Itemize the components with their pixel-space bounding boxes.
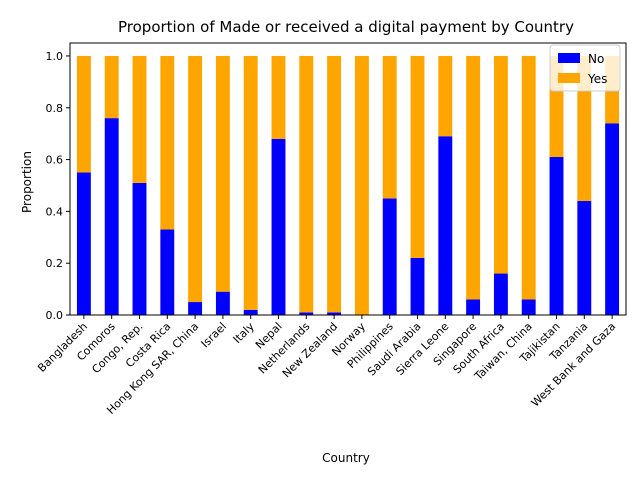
legend-swatch-yes <box>558 73 580 83</box>
bar-yes-13 <box>438 55 453 137</box>
bar-yes-5 <box>215 55 230 292</box>
bar-no-7 <box>271 138 286 315</box>
plot-frame <box>69 42 627 316</box>
legend: No Yes <box>549 44 621 92</box>
bars-group <box>76 55 620 315</box>
bar-no-3 <box>160 229 175 315</box>
bar-yes-2 <box>132 55 147 183</box>
y-tick-label: 0.0 <box>46 309 64 322</box>
y-axis: 0.0 0.2 0.4 0.6 0.8 1.0 <box>46 50 70 322</box>
bar-no-4 <box>188 302 203 315</box>
bar-yes-10 <box>354 55 369 315</box>
y-tick-label: 0.2 <box>46 257 64 270</box>
y-axis-label: Proportion <box>20 151 34 213</box>
bar-yes-0 <box>76 55 91 173</box>
bar-yes-3 <box>160 55 175 230</box>
y-tick-label: 1.0 <box>46 50 64 63</box>
bar-no-19 <box>605 123 620 315</box>
x-tick-label: Israel <box>199 320 229 350</box>
bar-no-18 <box>577 201 592 315</box>
legend-label-yes: Yes <box>587 72 607 86</box>
bar-yes-6 <box>243 55 258 310</box>
x-axis-label: Country <box>322 451 370 465</box>
bar-no-11 <box>382 198 397 315</box>
bar-yes-4 <box>188 55 203 303</box>
bar-yes-15 <box>493 55 508 274</box>
bar-yes-8 <box>299 55 314 313</box>
bar-no-12 <box>410 258 425 315</box>
y-tick-label: 0.8 <box>46 102 64 115</box>
bar-no-14 <box>466 299 481 315</box>
bar-yes-18 <box>577 55 592 202</box>
legend-label-no: No <box>588 52 604 66</box>
legend-box <box>549 44 621 92</box>
bar-yes-9 <box>327 55 342 313</box>
bar-yes-7 <box>271 55 286 139</box>
bar-no-5 <box>215 291 230 315</box>
bar-no-9 <box>327 312 342 315</box>
bar-yes-14 <box>466 55 481 300</box>
bar-no-17 <box>549 156 564 315</box>
bar-no-8 <box>299 312 314 315</box>
y-tick-label: 0.6 <box>46 154 64 167</box>
bar-no-1 <box>104 118 119 315</box>
bar-no-13 <box>438 136 453 315</box>
bar-yes-16 <box>521 55 536 300</box>
bar-yes-1 <box>104 55 119 119</box>
bar-yes-11 <box>382 55 397 199</box>
bar-yes-12 <box>410 55 425 259</box>
bar-no-15 <box>493 273 508 315</box>
chart-title: Proportion of Made or received a digital… <box>118 18 574 36</box>
legend-swatch-no <box>558 53 580 63</box>
bar-no-2 <box>132 182 147 315</box>
y-tick-label: 0.4 <box>46 205 64 218</box>
bar-no-16 <box>521 299 536 315</box>
bar-no-0 <box>76 172 91 315</box>
bar-no-6 <box>243 309 258 315</box>
